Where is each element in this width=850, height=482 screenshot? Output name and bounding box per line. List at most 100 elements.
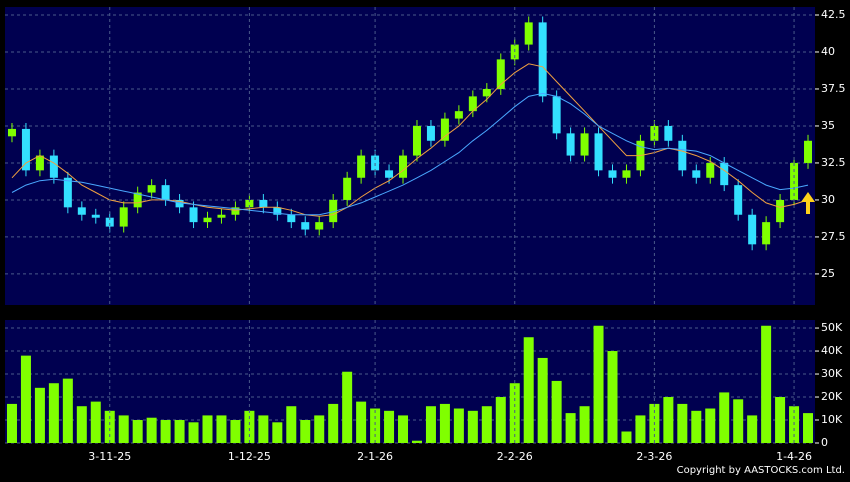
volume-bar bbox=[495, 397, 506, 443]
x-tick-label: 2-1-26 bbox=[357, 450, 393, 463]
volume-bar bbox=[62, 378, 73, 443]
volume-bar bbox=[691, 410, 702, 443]
volume-bar bbox=[621, 431, 632, 443]
candle-body bbox=[692, 170, 701, 178]
volume-bar bbox=[523, 337, 534, 443]
candle-body bbox=[161, 185, 170, 200]
candle-body bbox=[7, 128, 16, 137]
volume-bar bbox=[356, 401, 367, 443]
y-tick-label: 0 bbox=[821, 436, 828, 449]
candle-body bbox=[273, 207, 282, 215]
volume-bar bbox=[118, 415, 129, 443]
volume-bar bbox=[425, 406, 436, 443]
candle-body bbox=[482, 88, 491, 97]
volume-bar bbox=[34, 387, 45, 443]
candle-body bbox=[496, 59, 505, 89]
candle-body bbox=[776, 199, 785, 223]
volume-bar bbox=[509, 383, 520, 443]
y-tick-label: 42.5 bbox=[821, 8, 846, 21]
y-tick-label: 40 bbox=[821, 45, 835, 58]
candle-body bbox=[175, 199, 184, 208]
volume-bar bbox=[398, 415, 409, 443]
candle-body bbox=[35, 155, 44, 171]
plot-layer: 25 27.5 30 32.5 35 37.5 40 42.5 0 10K 20K 30K 40K 50K… bbox=[5, 7, 846, 463]
candle-body bbox=[454, 111, 463, 119]
volume-bar bbox=[775, 397, 786, 443]
volume-bar bbox=[314, 415, 325, 443]
volume-bar bbox=[244, 410, 255, 443]
candle-body bbox=[301, 222, 310, 230]
volume-bar bbox=[761, 325, 772, 443]
volume-bar bbox=[663, 397, 674, 443]
volume-bar bbox=[579, 406, 590, 443]
candle-body bbox=[399, 155, 408, 178]
volume-bar bbox=[733, 399, 744, 443]
candle-body bbox=[357, 155, 366, 178]
moving-average-line bbox=[11, 63, 809, 217]
volume-bar bbox=[132, 420, 143, 443]
y-tick-label: 37.5 bbox=[821, 82, 846, 95]
candle-body bbox=[440, 118, 449, 141]
candle-body bbox=[748, 214, 757, 245]
volume-bar bbox=[537, 357, 548, 443]
volume-bar bbox=[747, 415, 758, 443]
candle-body bbox=[21, 128, 30, 171]
y-tick-label: 20K bbox=[821, 390, 843, 403]
candle-body bbox=[63, 177, 72, 208]
volume-bar bbox=[188, 422, 199, 443]
volume-bar bbox=[216, 415, 227, 443]
candle-body bbox=[343, 177, 352, 200]
candle-body bbox=[524, 22, 533, 45]
candle-body bbox=[385, 170, 394, 178]
volume-bar bbox=[439, 403, 450, 443]
candle-body bbox=[315, 222, 324, 230]
moving-average-line bbox=[11, 92, 809, 216]
volume-bar bbox=[481, 406, 492, 443]
candle-body bbox=[468, 96, 477, 112]
volume-bar bbox=[342, 371, 353, 443]
volume-bar bbox=[411, 440, 422, 443]
volume-bar bbox=[230, 420, 241, 443]
candle-body bbox=[762, 222, 771, 245]
candle-body bbox=[203, 217, 212, 223]
candle-body bbox=[678, 140, 687, 171]
y-tick-label: 10K bbox=[821, 413, 843, 426]
y-tick-label: 40K bbox=[821, 344, 843, 357]
candle-body bbox=[622, 170, 631, 178]
candle-body bbox=[147, 185, 156, 193]
candle-body bbox=[664, 125, 673, 141]
candle-body bbox=[133, 192, 142, 208]
x-tick-label: 1-12-25 bbox=[228, 450, 271, 463]
y-tick-label: 32.5 bbox=[821, 156, 846, 169]
y-tick-label: 25 bbox=[821, 267, 835, 280]
candle-body bbox=[720, 162, 729, 186]
x-tick-label: 3-11-25 bbox=[88, 450, 131, 463]
volume-bar bbox=[20, 355, 31, 443]
candle-body bbox=[287, 214, 296, 223]
candle-body bbox=[594, 133, 603, 171]
volume-bar bbox=[48, 383, 59, 443]
volume-bar bbox=[453, 408, 464, 443]
candle-body bbox=[49, 155, 58, 178]
y-tick-label: 30 bbox=[821, 193, 835, 206]
x-tick-label: 2-2-26 bbox=[497, 450, 533, 463]
candle-body bbox=[608, 170, 617, 178]
candle-body bbox=[412, 125, 421, 156]
volume-bar bbox=[677, 403, 688, 443]
volume-bar bbox=[286, 406, 297, 443]
candle-body bbox=[259, 199, 268, 208]
volume-bar bbox=[565, 413, 576, 443]
volume-bar bbox=[705, 408, 716, 443]
candle-body bbox=[706, 162, 715, 178]
y-tick-label: 35 bbox=[821, 119, 835, 132]
volume-bar bbox=[146, 417, 157, 443]
volume-bar bbox=[635, 415, 646, 443]
volume-bar bbox=[90, 401, 101, 443]
y-tick-label: 30K bbox=[821, 367, 843, 380]
candle-body bbox=[77, 207, 86, 215]
volume-bar bbox=[300, 420, 311, 443]
candle-body bbox=[189, 207, 198, 223]
volume-bar bbox=[593, 325, 604, 443]
volume-bar bbox=[370, 408, 381, 443]
